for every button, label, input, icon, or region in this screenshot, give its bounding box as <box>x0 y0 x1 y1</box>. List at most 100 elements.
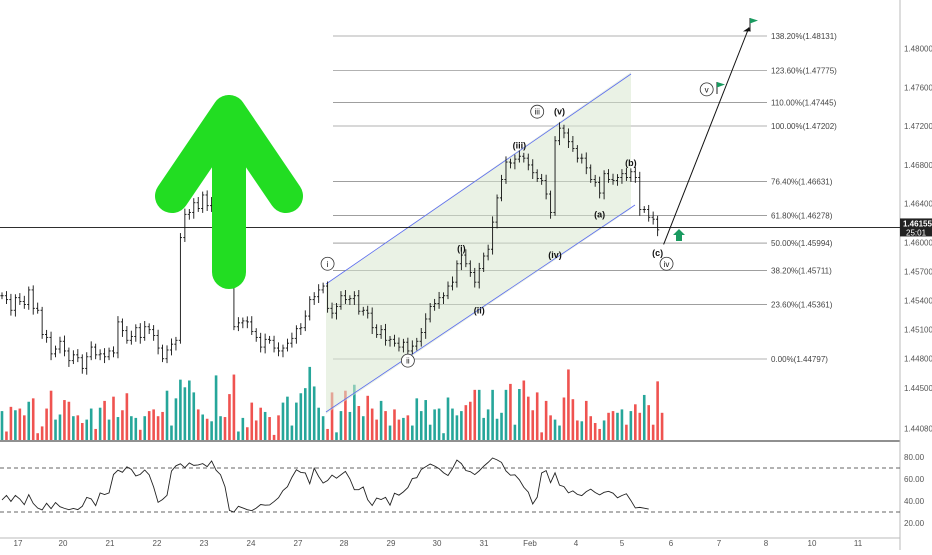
volume-bar <box>384 411 387 440</box>
volume-bar <box>638 412 642 440</box>
volume-bar <box>49 390 53 440</box>
wave-label-text: (ii) <box>474 305 485 315</box>
wave-label-text: iv <box>664 260 670 269</box>
volume-bar <box>361 416 365 440</box>
fib-level-label: 38.20%(1.45711) <box>771 266 832 275</box>
volume-bar <box>179 379 182 440</box>
price-axis-tick: 1.47200 <box>904 122 932 131</box>
volume-bar <box>27 401 31 440</box>
volume-bar <box>259 407 262 440</box>
volume-bar <box>321 416 325 440</box>
volume-bar <box>567 369 570 440</box>
volume-bar <box>513 424 517 440</box>
volume-bar <box>143 416 147 440</box>
volume-bar <box>335 432 338 440</box>
volume-bar <box>464 405 468 440</box>
volume-bar <box>18 408 22 440</box>
time-axis-tick: 7 <box>717 539 722 548</box>
price-layer <box>0 122 900 375</box>
volume-bar <box>201 414 204 440</box>
projection-line[interactable] <box>663 27 750 245</box>
small-up-arrow-icon[interactable] <box>673 229 685 241</box>
fib-level-label: 138.20%(1.48131) <box>771 32 837 41</box>
volume-bar <box>460 411 463 440</box>
volume-bar <box>526 396 530 440</box>
volume-bar <box>451 408 454 440</box>
volume-bar <box>411 425 414 440</box>
volume-bar <box>397 419 401 440</box>
volume-bar <box>558 425 561 440</box>
target-flag-icon[interactable] <box>749 18 758 30</box>
wave-v-flag-icon[interactable] <box>716 82 725 94</box>
time-axis-tick: 29 <box>387 539 396 548</box>
volume-bar <box>147 411 151 440</box>
volume-bar <box>272 434 276 440</box>
volume-bar <box>393 409 396 440</box>
volume-bar <box>156 416 160 440</box>
big-up-arrow-icon[interactable] <box>155 95 303 289</box>
volume-bar <box>326 428 329 440</box>
volume-bar <box>437 408 441 440</box>
volume-bar <box>634 404 637 440</box>
volume-layer <box>0 366 664 440</box>
wave-label-text: iii <box>535 108 541 117</box>
volume-bar <box>125 393 129 440</box>
fibonacci-layer[interactable]: 138.20%(1.48131) 123.60%(1.47775) 110.00%(… <box>333 32 837 364</box>
volume-bar <box>593 423 597 440</box>
fib-level-label: 123.60%(1.47775) <box>771 66 837 75</box>
time-axis-tick: 28 <box>340 539 349 548</box>
volume-bar <box>107 419 111 440</box>
time-axis-tick: 11 <box>854 539 863 548</box>
volume-bar <box>531 410 535 440</box>
volume-bar <box>553 419 557 440</box>
wave-label-text: i <box>327 260 329 269</box>
volume-bar <box>103 400 106 440</box>
wave-label-circle <box>320 256 335 271</box>
price-axis-tick: 1.44800 <box>904 355 932 364</box>
volume-bar <box>223 417 227 440</box>
volume-bar <box>290 425 294 440</box>
time-axis-tick: 20 <box>59 539 68 548</box>
volume-bar <box>651 424 655 440</box>
volume-bar <box>214 375 218 440</box>
volume-bar <box>419 411 423 440</box>
volume-bar <box>14 410 17 440</box>
wave-label-text: (b) <box>625 158 637 168</box>
price-axis-tick: 1.45700 <box>904 268 932 277</box>
wave-label-text: (iv) <box>548 250 562 260</box>
volume-bar <box>303 388 307 440</box>
volume-bar <box>549 415 552 440</box>
price-axis-tick: 1.46800 <box>904 161 932 170</box>
volume-bar <box>473 389 477 440</box>
volume-bar <box>98 407 102 440</box>
time-axis-tick: 24 <box>247 539 256 548</box>
channel-upper-line[interactable] <box>325 73 632 285</box>
volume-bar <box>406 415 410 440</box>
volume-bar <box>241 417 245 440</box>
price-axis-tick: 1.45100 <box>904 326 932 335</box>
wave-label-text: (v) <box>554 107 565 117</box>
volume-bar <box>518 389 521 440</box>
volume-bar <box>165 390 169 440</box>
volume-bar <box>375 419 378 440</box>
volume-bar <box>286 396 289 440</box>
time-axis-tick: 22 <box>153 539 162 548</box>
fib-level-label: 0.00%(1.44797) <box>771 355 828 364</box>
fib-level-label: 61.80%(1.46278) <box>771 212 833 221</box>
volume-bar <box>544 400 548 440</box>
volume-bar <box>67 401 71 440</box>
volume-bar <box>116 417 120 440</box>
volume-bar <box>161 411 164 440</box>
price-axis-tick: 1.46000 <box>904 238 932 247</box>
volume-bar <box>277 415 280 440</box>
volume-bar <box>263 411 267 440</box>
fib-level-label: 100.00%(1.47202) <box>771 122 837 131</box>
volume-bar <box>134 417 138 440</box>
volume-bar <box>500 412 503 440</box>
volume-bar <box>642 394 646 440</box>
channel-lower-line[interactable] <box>325 204 636 413</box>
time-axis-tick: 21 <box>106 539 115 548</box>
volume-bar <box>589 416 593 440</box>
rsi-line <box>1 457 649 513</box>
